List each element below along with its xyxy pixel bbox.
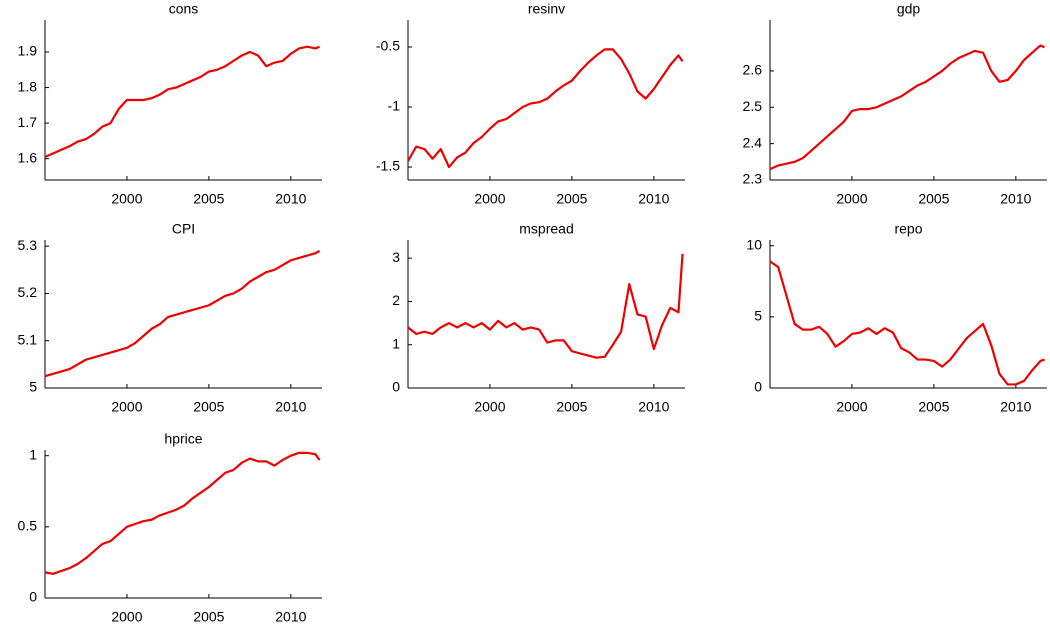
y-tick-label: 1.9	[18, 43, 38, 59]
y-tick-label: 1.7	[18, 114, 38, 130]
y-tick-label: -1	[388, 98, 401, 114]
y-tick-label: 3	[392, 249, 400, 265]
y-tick-label: 0	[392, 379, 400, 395]
y-tick-label: 0.5	[18, 518, 38, 534]
x-tick-label: 2010	[275, 191, 306, 207]
panel-title: CPI	[172, 221, 195, 237]
y-tick-label: 1.6	[18, 149, 38, 165]
x-tick-label: 2010	[275, 399, 306, 415]
panel-title: repo	[894, 221, 922, 237]
x-tick-label: 2005	[918, 191, 949, 207]
x-tick-label: 2005	[193, 609, 224, 624]
x-tick-label: 2000	[474, 191, 505, 207]
x-tick-label: 2000	[836, 191, 867, 207]
x-tick-label: 2000	[836, 399, 867, 415]
y-tick-label: 5.2	[18, 284, 38, 300]
x-tick-label: 2000	[111, 609, 142, 624]
data-line	[407, 48, 684, 169]
x-tick-label: 2005	[193, 191, 224, 207]
y-tick-label: 2.3	[743, 171, 763, 187]
y-tick-label: 1	[392, 335, 400, 351]
y-tick-label: -1.5	[376, 158, 400, 174]
data-line	[44, 451, 321, 575]
y-tick-label: 5.1	[18, 331, 38, 347]
x-tick-label: 2010	[638, 191, 669, 207]
y-tick-label: 10	[746, 236, 762, 252]
x-tick-label: 2005	[556, 399, 587, 415]
y-tick-label: 2.4	[743, 134, 763, 150]
y-tick-label: 5	[754, 308, 762, 324]
y-tick-label: 1	[29, 446, 37, 462]
y-tick-label: 1.8	[18, 78, 38, 94]
data-line	[769, 44, 1045, 171]
data-line	[407, 253, 684, 359]
panel-title: cons	[169, 1, 199, 17]
data-line	[769, 260, 1045, 386]
y-tick-label: 0	[754, 379, 762, 395]
panel-title: resinv	[528, 1, 565, 17]
x-tick-label: 2010	[638, 399, 669, 415]
panel-title: gdp	[897, 1, 921, 17]
x-tick-label: 2005	[556, 191, 587, 207]
x-tick-label: 2010	[1000, 399, 1031, 415]
y-tick-label: 5	[29, 379, 37, 395]
x-tick-label: 2010	[275, 609, 306, 624]
y-tick-label: 5.3	[18, 237, 38, 253]
data-line	[44, 249, 321, 378]
y-tick-label: -0.5	[376, 38, 400, 54]
y-tick-label: 0	[29, 589, 37, 605]
x-tick-label: 2005	[918, 399, 949, 415]
x-tick-label: 2000	[111, 191, 142, 207]
data-line	[44, 45, 320, 158]
x-tick-label: 2000	[474, 399, 505, 415]
x-tick-label: 2010	[1000, 191, 1031, 207]
x-tick-label: 2000	[111, 399, 142, 415]
panel-title: hprice	[164, 431, 202, 447]
y-tick-label: 2.5	[743, 98, 763, 114]
x-tick-label: 2005	[193, 399, 224, 415]
y-tick-label: 2	[392, 292, 400, 308]
y-tick-label: 2.6	[743, 62, 763, 78]
panel-title: mspread	[519, 221, 573, 237]
